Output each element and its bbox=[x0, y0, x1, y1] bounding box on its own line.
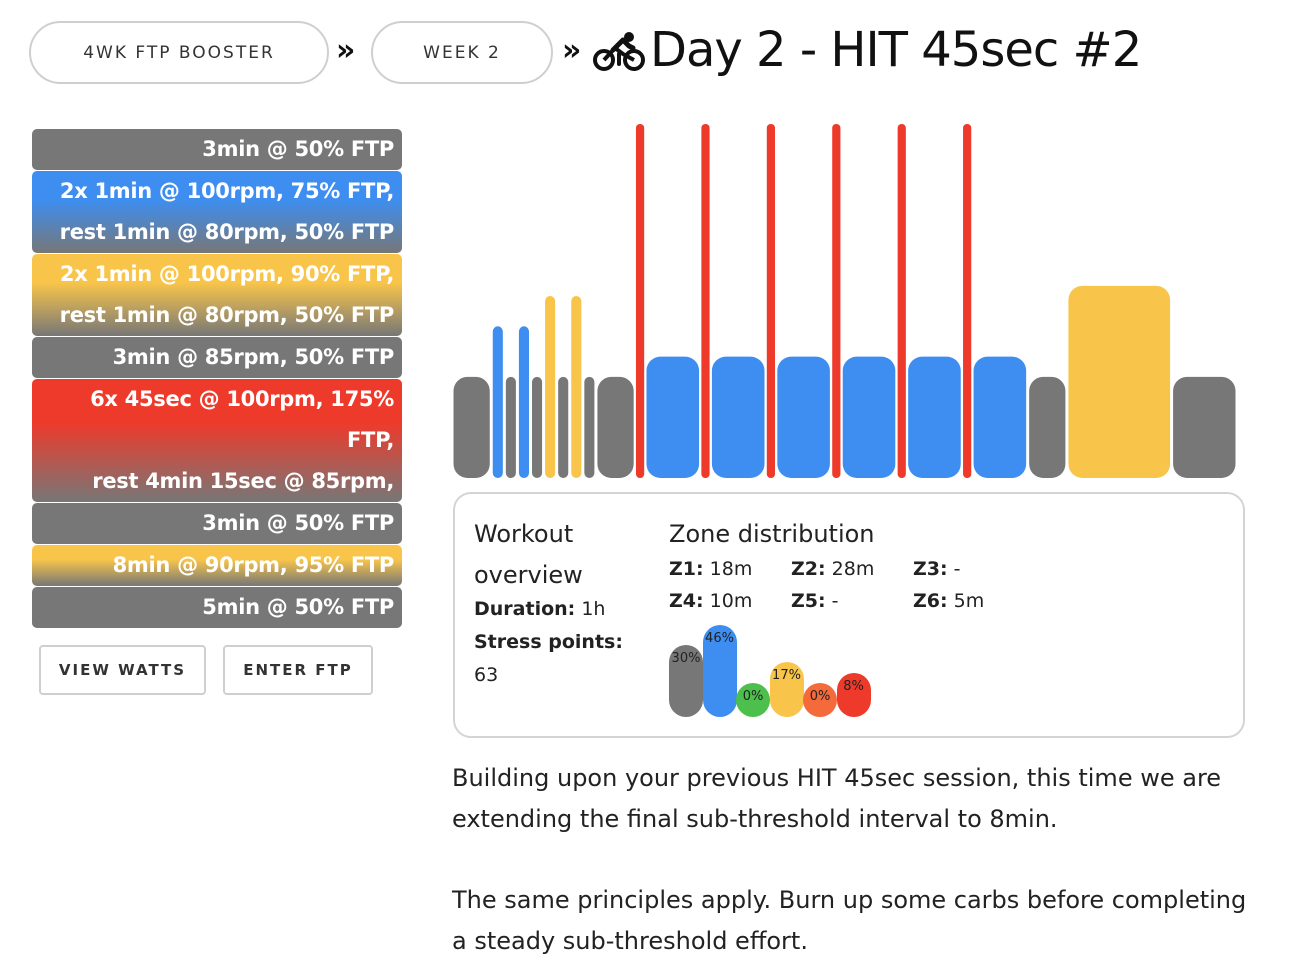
workout-segment: 2x 1min @ 100rpm, 90% FTP, rest 1min @ 80… bbox=[32, 254, 402, 336]
workout-segment-text: 2x 1min @ 100rpm, 75% FTP, bbox=[59, 179, 394, 203]
view-watts-button[interactable]: VIEW WATTS bbox=[39, 645, 206, 695]
breadcrumb-plan-link[interactable]: 4WK FTP BOOSTER bbox=[29, 21, 329, 84]
workout-profile-bar bbox=[646, 356, 700, 478]
zone-value: 10m bbox=[703, 590, 753, 612]
zone-summary-item: Z1: 18m bbox=[669, 558, 752, 580]
stress-value: 63 bbox=[474, 664, 499, 686]
workout-profile-bar bbox=[701, 124, 710, 478]
workout-profile-chart bbox=[453, 124, 1236, 478]
zone-distribution-label: 30% bbox=[671, 651, 701, 667]
workout-profile-bar bbox=[545, 295, 556, 478]
breadcrumb-separator: » bbox=[562, 33, 582, 68]
zone-label: Z5: bbox=[791, 590, 826, 612]
workout-segment-text: 8min @ 90rpm, 95% FTP bbox=[112, 553, 395, 577]
zone-label: Z6: bbox=[913, 590, 948, 612]
zone-distribution-bar bbox=[669, 645, 703, 717]
workout-profile-bar bbox=[505, 376, 516, 478]
workout-profile-bar bbox=[908, 356, 961, 478]
workout-profile-bar bbox=[635, 124, 645, 478]
zone-distribution-chart: 30% 46% 0% 17% 0% 8% bbox=[669, 609, 889, 717]
workout-segment-text: 3min @ 85rpm, 50% FTP bbox=[112, 345, 395, 369]
zone-distribution-heading: Zone distribution bbox=[669, 520, 875, 548]
workout-description-paragraph: Building upon your previous HIT 45sec se… bbox=[452, 764, 1222, 833]
zone-summary-item: Z5: - bbox=[791, 590, 839, 612]
zone-value: 28m bbox=[825, 558, 875, 580]
workout-profile-bar bbox=[492, 326, 503, 478]
workout-profile-bar bbox=[766, 124, 776, 478]
workout-profile-bar bbox=[584, 376, 595, 478]
zone-summary-item: Z6: 5m bbox=[913, 590, 984, 612]
workout-segment: 3min @ 85rpm, 50% FTP bbox=[32, 337, 402, 378]
zone-value: 18m bbox=[703, 558, 753, 580]
duration-label: Duration: bbox=[474, 598, 576, 620]
overview-heading-line1: Workout bbox=[474, 520, 574, 548]
zone-summary-item: Z3: - bbox=[913, 558, 961, 580]
workout-segment: 5min @ 50% FTP bbox=[32, 587, 402, 628]
workout-segment: 6x 45sec @ 100rpm, 175% FTP, rest 4min 15… bbox=[32, 379, 402, 575]
enter-ftp-button[interactable]: ENTER FTP bbox=[223, 645, 373, 695]
zone-distribution-label: 17% bbox=[772, 667, 801, 683]
zone-summary-item: Z2: 28m bbox=[791, 558, 874, 580]
zone-distribution-bar bbox=[769, 661, 804, 717]
workout-profile-bar bbox=[518, 326, 529, 478]
workout-segment-text: 2x 1min @ 100rpm, 90% FTP, bbox=[59, 262, 394, 286]
workout-profile-bar bbox=[1029, 376, 1066, 478]
workout-segment-text: 5min @ 50% FTP bbox=[202, 595, 394, 619]
workout-profile-bar bbox=[532, 376, 543, 478]
workout-segment: 3min @ 50% FTP bbox=[32, 129, 402, 170]
zone-value: - bbox=[947, 558, 961, 580]
breadcrumb-separator: » bbox=[336, 33, 356, 68]
workout-segment-text: 3min @ 50% FTP bbox=[202, 511, 394, 535]
workout-description-paragraph: The same principles apply. Burn up some … bbox=[452, 886, 1247, 955]
workout-profile-bar bbox=[453, 376, 490, 478]
zone-distribution-label: 0% bbox=[742, 689, 764, 704]
workout-profile-bar bbox=[558, 376, 569, 478]
zone-summary-item: Z4: 10m bbox=[669, 590, 752, 612]
duration-value: 1h bbox=[581, 598, 606, 620]
zone-distribution-bar bbox=[702, 625, 737, 717]
breadcrumb-week-link[interactable]: WEEK 2 bbox=[371, 21, 553, 84]
zone-distribution-label: 46% bbox=[705, 631, 734, 646]
workout-profile-bar bbox=[777, 356, 830, 478]
workout-profile-bar bbox=[842, 356, 896, 478]
bicycle-icon bbox=[593, 32, 645, 71]
workout-segment-text: rest 1min @ 80rpm, 50% FTP bbox=[59, 220, 395, 244]
workout-profile-bar bbox=[973, 356, 1027, 478]
zone-distribution-bar bbox=[803, 683, 837, 717]
workout-segment-text: 6x 45sec @ 100rpm, 175% FTP, bbox=[90, 387, 394, 452]
zone-label: Z1: bbox=[669, 558, 704, 580]
duration-row: Duration: 1h bbox=[474, 598, 605, 620]
workout-segment: 8min @ 90rpm, 95% FTP bbox=[32, 545, 402, 586]
page-title: Day 2 - HIT 45sec #2 bbox=[650, 22, 1142, 78]
zone-distribution-bar bbox=[736, 683, 770, 717]
workout-profile-bar bbox=[597, 376, 634, 478]
workout-overview-panel: Workout overview Duration: 1h Stress poi… bbox=[453, 492, 1245, 738]
zone-distribution-bar bbox=[836, 672, 871, 717]
workout-profile-bar bbox=[1068, 285, 1171, 478]
workout-profile-bar bbox=[571, 295, 582, 478]
workout-profile-bar bbox=[963, 124, 972, 478]
zone-value: - bbox=[825, 590, 839, 612]
zone-value: 5m bbox=[947, 590, 985, 612]
workout-profile-bar bbox=[711, 356, 765, 478]
zone-distribution-label: 8% bbox=[843, 678, 864, 694]
workout-segment-text: 3min @ 50% FTP bbox=[202, 137, 394, 161]
workout-segment: 3min @ 50% FTP bbox=[32, 503, 402, 544]
overview-heading-line2: overview bbox=[474, 561, 583, 589]
workout-profile-bar bbox=[832, 124, 841, 478]
zone-label: Z3: bbox=[913, 558, 948, 580]
zone-label: Z4: bbox=[669, 590, 704, 612]
workout-profile-bar bbox=[897, 124, 906, 478]
zone-distribution-label: 0% bbox=[809, 689, 831, 704]
stress-label: Stress points: bbox=[474, 631, 623, 653]
zone-label: Z2: bbox=[791, 558, 826, 580]
workout-profile-bar bbox=[1173, 376, 1236, 478]
workout-segment-text: rest 1min @ 80rpm, 50% FTP bbox=[59, 303, 395, 327]
workout-segment: 2x 1min @ 100rpm, 75% FTP, rest 1min @ 80… bbox=[32, 171, 402, 253]
